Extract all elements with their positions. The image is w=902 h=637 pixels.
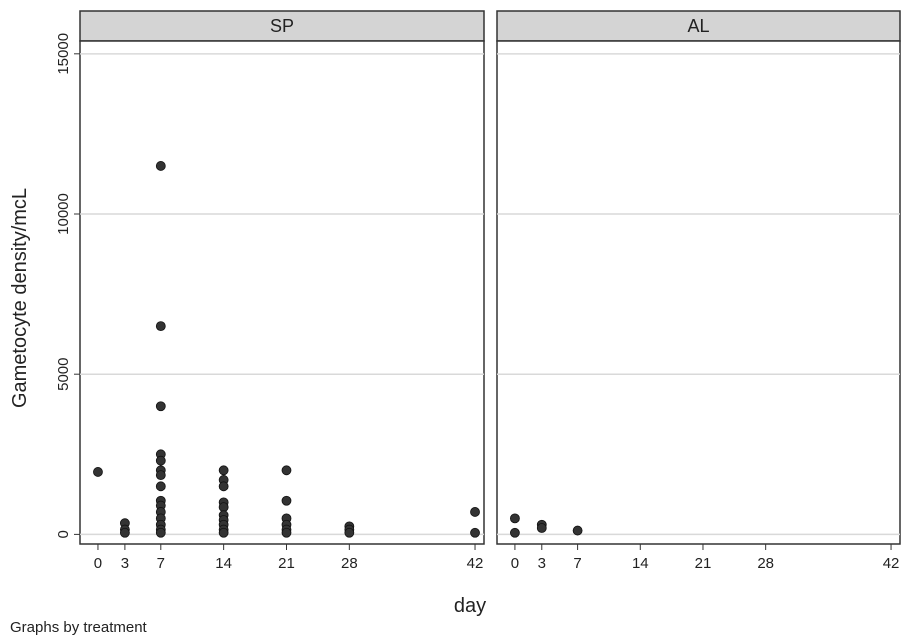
panel-title-sp: SP <box>270 16 294 36</box>
plot-area-sp <box>79 40 485 545</box>
data-point <box>510 513 520 524</box>
x-tick-label: 0 <box>94 555 102 572</box>
data-point <box>536 523 547 533</box>
data-point <box>155 161 166 171</box>
y-tick-label: 15000 <box>55 33 72 75</box>
plot-area-al <box>496 40 901 545</box>
y-tick-label: 0 <box>55 530 72 538</box>
panel-al: AL 0 3 7 14 21 28 42 <box>496 10 901 572</box>
x-tick-label: 3 <box>538 555 546 572</box>
y-tick-label: 5000 <box>55 358 72 391</box>
x-tick-label: 21 <box>695 555 712 572</box>
data-point <box>281 527 292 538</box>
data-point <box>93 467 103 477</box>
data-point <box>155 470 166 481</box>
data-point <box>572 525 583 536</box>
x-tick-label: 7 <box>157 555 165 572</box>
data-point <box>218 527 229 538</box>
x-axis-label: day <box>454 595 486 617</box>
x-tick-label: 42 <box>467 555 484 572</box>
x-tick-label: 14 <box>215 555 232 572</box>
data-point <box>470 527 480 538</box>
data-point <box>155 527 166 538</box>
data-point <box>155 455 166 466</box>
graphs-by-note: Graphs by treatment <box>10 619 148 636</box>
panel-title-al: AL <box>687 16 709 36</box>
data-point <box>344 527 355 538</box>
panel-sp: SP 0 5000 10000 15000 0 3 7 14 21 28 42 <box>55 10 485 572</box>
x-tick-label: 7 <box>573 555 581 572</box>
data-point <box>510 527 520 538</box>
data-point <box>119 527 130 538</box>
data-point <box>218 465 229 476</box>
y-tick-label: 10000 <box>55 193 72 235</box>
y-axis-label: Gametocyte density/mcL <box>9 188 31 408</box>
panel-header-al <box>496 10 901 42</box>
data-point <box>155 401 166 412</box>
x-tick-label: 21 <box>278 555 295 572</box>
x-tick-label: 42 <box>883 555 900 572</box>
data-point <box>281 495 292 506</box>
data-point <box>281 465 292 476</box>
x-tick-label: 0 <box>511 555 519 572</box>
data-point <box>470 507 480 517</box>
x-tick-label: 14 <box>632 555 649 572</box>
data-point <box>155 481 166 492</box>
x-tick-label: 28 <box>757 555 774 572</box>
panels: SP 0 5000 10000 15000 0 3 7 14 21 28 42 AL 0 3 7 14 21 28 4… <box>55 10 901 572</box>
x-tick-label: 28 <box>341 555 358 572</box>
panel-header-sp <box>79 10 485 42</box>
data-point <box>155 321 166 332</box>
x-tick-label: 3 <box>121 555 129 572</box>
data-point <box>218 481 229 492</box>
